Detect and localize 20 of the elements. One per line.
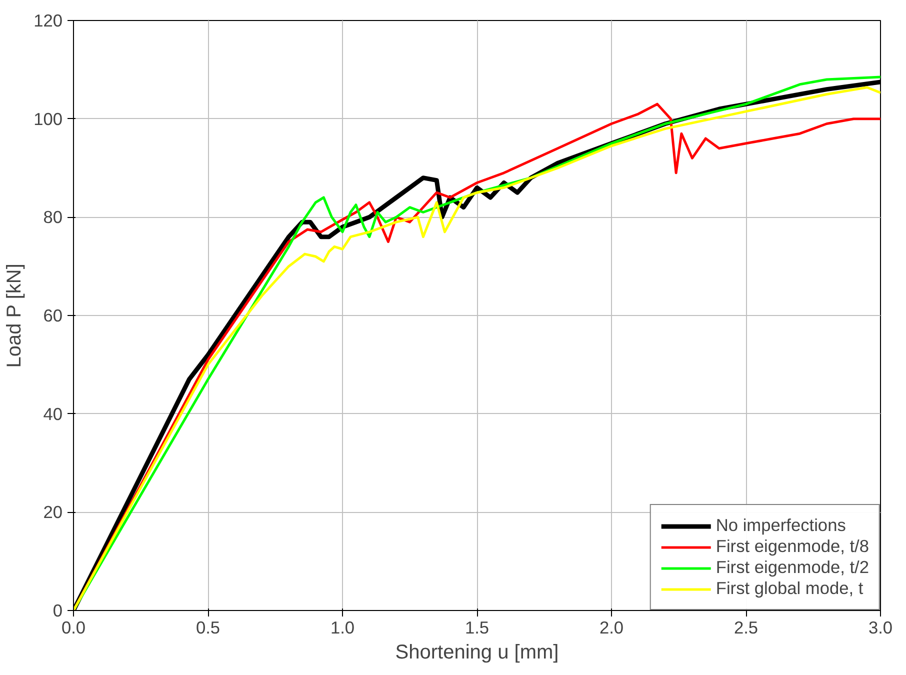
- legend-label: First global mode, t: [716, 578, 864, 599]
- x-tick-label: 2.5: [734, 618, 758, 638]
- x-axis-title: Shortening u [mm]: [395, 642, 559, 664]
- x-tick-label: 1.5: [464, 618, 490, 638]
- y-tick-label: 20: [43, 502, 63, 522]
- x-tick-label: 2.0: [599, 618, 624, 638]
- x-tick-label: 1.0: [330, 618, 355, 638]
- y-tick-label: 100: [34, 108, 63, 129]
- y-tick-label: 60: [43, 306, 63, 326]
- legend-label: No imperfections: [716, 515, 846, 536]
- x-tick-label: 3.0: [868, 618, 893, 638]
- y-tick-label: 40: [43, 404, 63, 424]
- y-tick-label: 120: [34, 10, 63, 30]
- y-tick-label: 80: [43, 207, 63, 228]
- x-tick-label: 0.5: [196, 618, 220, 638]
- legend-label: First eigenmode, t/8: [716, 536, 869, 557]
- y-tick-label: 0: [52, 600, 63, 620]
- legend-label: First eigenmode, t/2: [716, 557, 869, 578]
- y-axis-title: Load P [kN]: [4, 264, 26, 368]
- x-tick-label: 0.0: [61, 618, 86, 638]
